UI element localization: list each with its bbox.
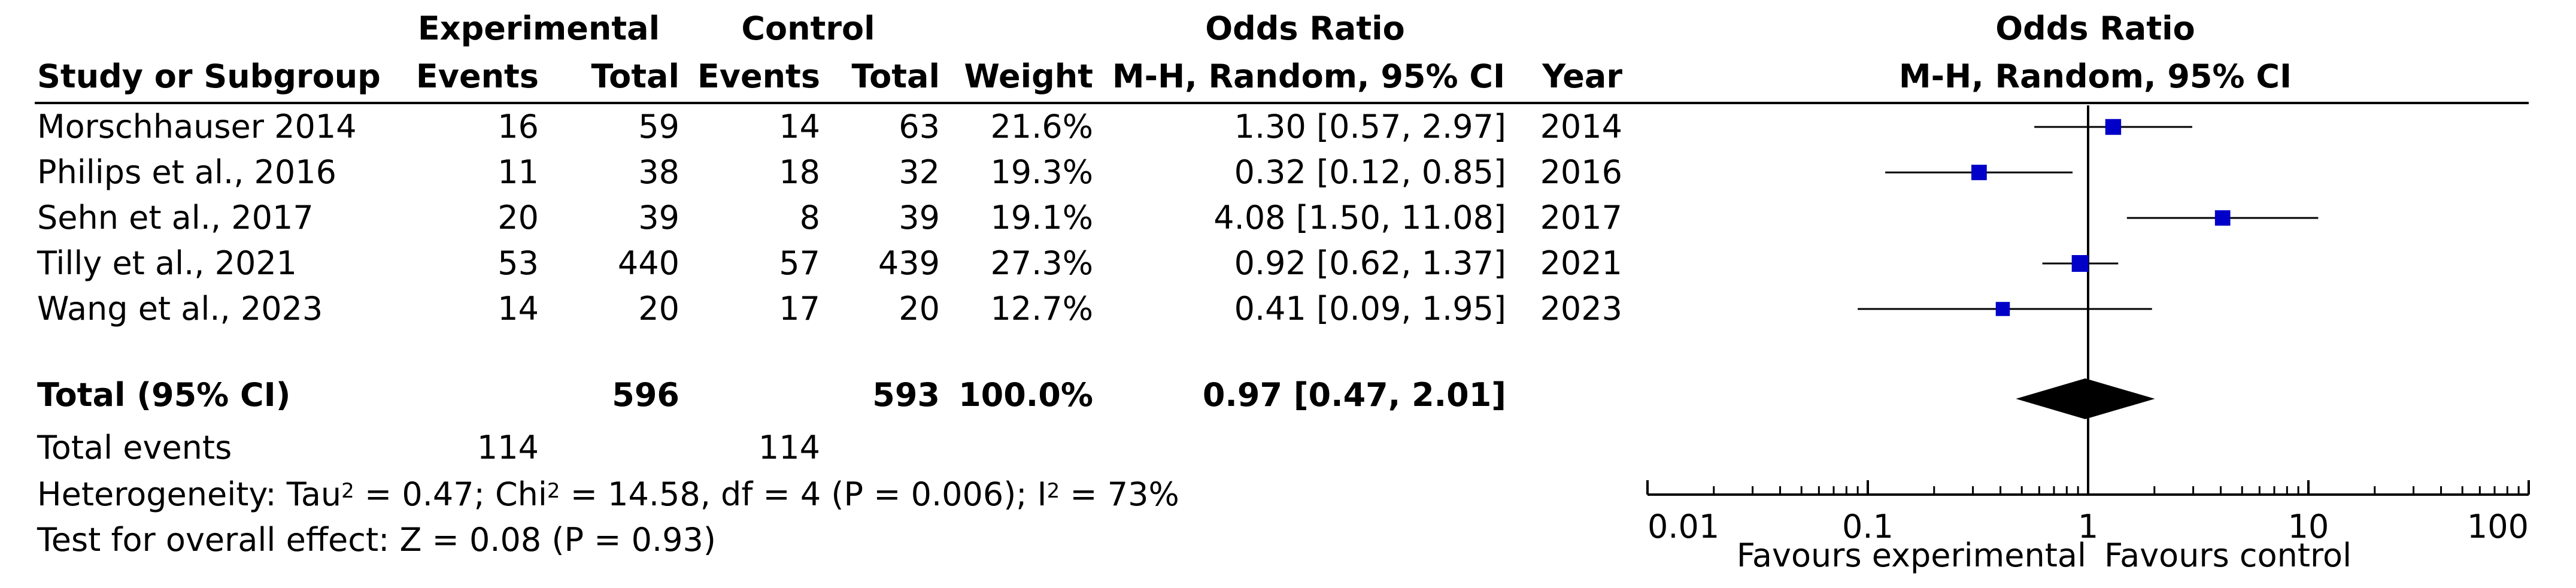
exp-events: 14 (497, 290, 539, 328)
weight: 27.3% (990, 244, 1093, 282)
plot-subtitle: M-H, Random, 95% CI (1898, 57, 2292, 95)
point-estimate-marker (2071, 255, 2089, 272)
exp-total: 440 (617, 244, 679, 282)
point-estimate-marker (1971, 165, 1987, 180)
ctrl-total: 20 (899, 290, 940, 328)
favours-control-label: Favours control (2104, 537, 2352, 574)
weight: 19.3% (990, 153, 1093, 191)
ctrl-total: 63 (899, 108, 940, 146)
overall-effect-text: Test for overall effect: Z = 0.08 (P = 0… (37, 521, 716, 559)
year: 2017 (1540, 199, 1622, 237)
total-odds-ratio-ci: 0.97 [0.47, 2.01] (1202, 376, 1506, 414)
total-events-exp: 114 (477, 429, 539, 466)
weight: 12.7% (990, 290, 1093, 328)
odds-ratio-ci: 1.30 [0.57, 2.97] (1234, 108, 1506, 146)
point-estimate-marker (2105, 119, 2122, 135)
ctrl-events: 18 (779, 153, 820, 191)
weight: 19.1% (990, 199, 1093, 237)
odds-ratio-ci: 0.92 [0.62, 1.37] (1234, 244, 1506, 282)
total-ctrl-total: 593 (872, 376, 940, 414)
header-or-method: M-H, Random, 95% CI (1112, 57, 1506, 95)
header-rule (35, 102, 2529, 104)
point-estimate-marker (1995, 302, 2010, 316)
ctrl-total: 439 (878, 244, 940, 282)
year: 2014 (1540, 108, 1622, 146)
plot-title: Odds Ratio (1995, 10, 2195, 47)
point-estimate-marker (2214, 210, 2231, 226)
exp-total: 20 (638, 290, 679, 328)
header-ctrl-events: Events (697, 57, 820, 95)
header-study: Study or Subgroup (37, 57, 381, 95)
total-events-label: Total events (37, 429, 232, 466)
ctrl-events: 14 (779, 108, 820, 146)
x-tick-label: 0.01 (1647, 508, 1719, 545)
study-name: Wang et al., 2023 (37, 290, 323, 328)
exp-events: 16 (497, 108, 539, 146)
study-name: Philips et al., 2016 (37, 153, 336, 191)
total-label: Total (95% CI) (37, 376, 291, 414)
x-tick-label: 0.1 (1842, 508, 1894, 545)
exp-total: 39 (638, 199, 679, 237)
exp-total: 38 (638, 153, 679, 191)
header-group-experimental: Experimental (417, 10, 660, 47)
header-exp-events: Events (415, 57, 539, 95)
odds-ratio-ci: 0.41 [0.09, 1.95] (1234, 290, 1506, 328)
ctrl-events: 8 (799, 199, 820, 237)
x-tick-label: 1 (2078, 508, 2098, 545)
favours-experimental-label: Favours experimental (1736, 537, 2086, 574)
year: 2021 (1540, 244, 1622, 282)
total-events-ctrl: 114 (758, 429, 820, 466)
total-weight: 100.0% (958, 376, 1093, 414)
ctrl-total: 32 (899, 153, 940, 191)
year: 2023 (1540, 290, 1622, 328)
header-exp-total: Total (591, 57, 679, 95)
odds-ratio-ci: 0.32 [0.12, 0.85] (1234, 153, 1506, 191)
weight: 21.6% (990, 108, 1093, 146)
total-exp-total: 596 (612, 376, 679, 414)
header-group-odds-ratio: Odds Ratio (1205, 10, 1405, 47)
study-name: Sehn et al., 2017 (37, 199, 314, 237)
header-weight: Weight (964, 57, 1093, 95)
exp-total: 59 (638, 108, 679, 146)
heterogeneity-text: Heterogeneity: Tau2 = 0.47; Chi2 = 14.58… (37, 475, 1179, 513)
ctrl-total: 39 (899, 199, 940, 237)
pooled-diamond (2016, 378, 2155, 419)
study-name: Tilly et al., 2021 (37, 244, 298, 282)
x-tick-label: 100 (2467, 508, 2529, 545)
ctrl-events: 57 (779, 244, 820, 282)
year: 2016 (1540, 153, 1622, 191)
ctrl-events: 17 (779, 290, 820, 328)
header-year: Year (1542, 57, 1622, 95)
odds-ratio-ci: 4.08 [1.50, 11.08] (1213, 199, 1506, 237)
exp-events: 11 (497, 153, 539, 191)
header-ctrl-total: Total (851, 57, 940, 95)
study-name: Morschhauser 2014 (37, 108, 357, 146)
header-group-control: Control (741, 10, 875, 47)
x-tick-label: 10 (2288, 508, 2329, 545)
exp-events: 53 (497, 244, 539, 282)
exp-events: 20 (497, 199, 539, 237)
